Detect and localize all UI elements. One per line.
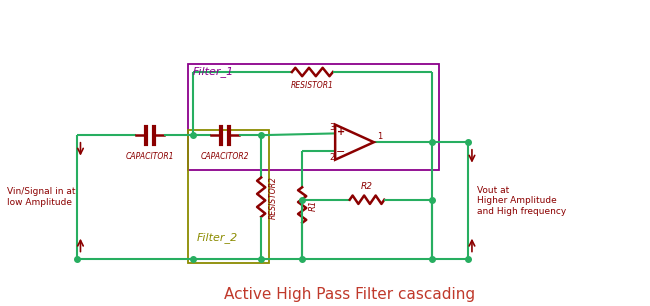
Text: Filter_1: Filter_1 xyxy=(193,66,234,77)
Text: Filter_2: Filter_2 xyxy=(196,232,238,243)
Text: RESISTOR2: RESISTOR2 xyxy=(269,176,278,218)
Text: CAPACITOR2: CAPACITOR2 xyxy=(200,151,249,161)
Text: R2: R2 xyxy=(361,182,373,191)
Text: 1: 1 xyxy=(377,132,382,140)
Text: R1: R1 xyxy=(309,200,318,211)
Text: −: − xyxy=(336,147,345,157)
Text: 2: 2 xyxy=(330,152,335,162)
Text: 3: 3 xyxy=(330,123,335,132)
Text: Vin/Signal in at
low Amplitude: Vin/Signal in at low Amplitude xyxy=(7,188,76,207)
Text: Active High Pass Filter cascading: Active High Pass Filter cascading xyxy=(224,287,476,302)
Text: +: + xyxy=(337,128,344,137)
Text: Vout at
Higher Amplitude
and High frequency: Vout at Higher Amplitude and High freque… xyxy=(477,186,567,215)
Text: RESISTOR1: RESISTOR1 xyxy=(291,81,334,90)
Text: CAPACITOR1: CAPACITOR1 xyxy=(125,151,174,161)
